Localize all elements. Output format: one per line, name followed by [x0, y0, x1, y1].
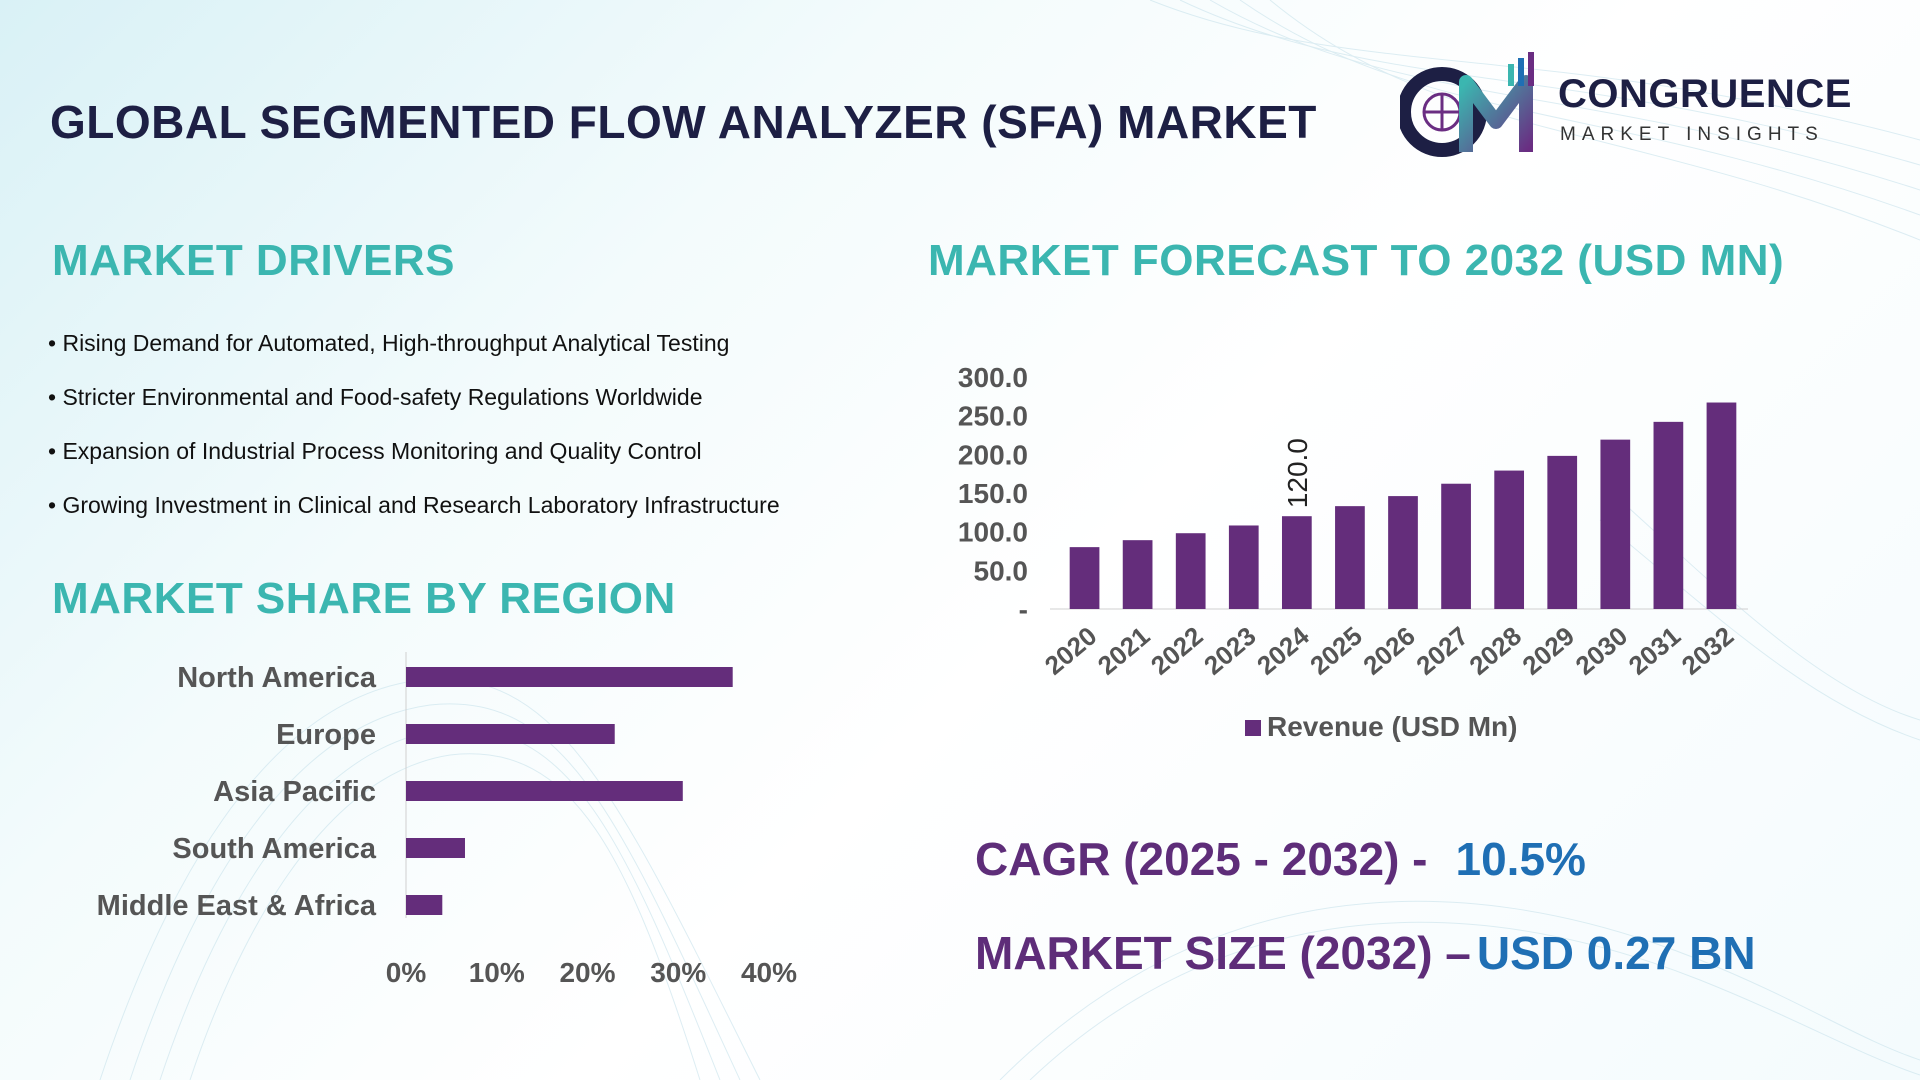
- driver-item: Expansion of Industrial Process Monitori…: [48, 438, 780, 464]
- x-tick-label: 2020: [1039, 621, 1103, 681]
- category-label: Asia Pacific: [213, 776, 376, 808]
- x-tick-label: 2028: [1463, 621, 1527, 681]
- y-tick-label: 100.0: [958, 517, 1028, 548]
- x-tick-label: 40%: [741, 957, 797, 988]
- data-label: 120.0: [1282, 438, 1313, 508]
- page-title: GLOBAL SEGMENTED FLOW ANALYZER (SFA) MAR…: [50, 96, 1317, 148]
- driver-item: Growing Investment in Clinical and Resea…: [48, 492, 779, 518]
- x-tick-label: 0%: [386, 957, 427, 988]
- cagr-label: CAGR (2025 - 2032) -: [975, 833, 1428, 885]
- x-tick-label: 2025: [1304, 621, 1368, 681]
- driver-item: Stricter Environmental and Food-safety R…: [48, 384, 780, 410]
- x-tick-label: 2023: [1198, 621, 1262, 681]
- x-tick-label: 2032: [1676, 621, 1740, 681]
- cagr-value: 10.5%: [1455, 833, 1586, 885]
- market-size-label: MARKET SIZE (2032) –: [975, 927, 1471, 979]
- logo-subtitle: MARKET INSIGHTS: [1560, 124, 1824, 145]
- bar: [1175, 533, 1206, 609]
- logo-name: CONGRUENCE: [1558, 72, 1852, 116]
- market-size-stat: MARKET SIZE (2032) – USD 0.27 BN: [975, 926, 1756, 980]
- x-tick-label: 2027: [1410, 621, 1474, 681]
- y-tick-label: 50.0: [974, 555, 1029, 586]
- category-label: North America: [177, 662, 377, 694]
- bar: [1069, 547, 1100, 609]
- x-tick-label: 20%: [559, 957, 615, 988]
- cagr-stat: CAGR (2025 - 2032) - 10.5%: [975, 832, 1586, 886]
- x-tick-label: 2031: [1623, 621, 1687, 681]
- y-tick-label: 250.0: [958, 401, 1028, 432]
- bar: [1600, 439, 1631, 609]
- market-size-value: USD 0.27 BN: [1476, 927, 1756, 979]
- bar: [1441, 483, 1471, 609]
- y-tick-label: 200.0: [958, 439, 1028, 470]
- x-tick-label: 2030: [1570, 621, 1634, 681]
- company-logo: CM CONGRUENCE MARKET INSIGHTS: [1400, 52, 1880, 162]
- category-label: Europe: [276, 719, 376, 751]
- drivers-title: MARKET DRIVERS: [52, 236, 456, 285]
- bar: [1547, 455, 1578, 609]
- bar: [1706, 402, 1737, 609]
- bar: [1494, 470, 1525, 609]
- region-bar-chart: North America Europe Asia Pacific South Ame…: [97, 652, 797, 988]
- category-label: South America: [172, 833, 376, 865]
- y-tick-label: -: [1019, 594, 1028, 625]
- y-tick-label: 300.0: [958, 362, 1028, 393]
- bar: [406, 667, 733, 687]
- forecast-bar-chart: -50.0100.0150.0200.0250.0300.02020202120…: [958, 362, 1748, 742]
- bar: [1335, 506, 1365, 609]
- bar: [1653, 421, 1684, 609]
- x-tick-label: 2021: [1092, 621, 1156, 681]
- y-tick-label: 150.0: [958, 478, 1028, 509]
- x-tick-label: 2026: [1357, 621, 1421, 681]
- x-tick-label: 2024: [1251, 620, 1315, 681]
- region-title: MARKET SHARE BY REGION: [52, 574, 676, 623]
- logo-mark-icon: CM: [1400, 52, 1534, 157]
- x-tick-label: 30%: [650, 957, 706, 988]
- bar: [1228, 525, 1259, 609]
- drivers-list: Rising Demand for Automated, High-throug…: [48, 330, 780, 546]
- x-tick-label: 2022: [1145, 621, 1209, 681]
- bar: [1388, 496, 1418, 609]
- x-tick-label: 10%: [469, 957, 525, 988]
- driver-item: Rising Demand for Automated, High-throug…: [48, 330, 780, 356]
- logo-mark-letters: CM: [1400, 52, 1402, 53]
- bar: [406, 724, 615, 744]
- bar: [406, 781, 683, 801]
- category-label: Middle East & Africa: [97, 890, 377, 922]
- bar: [406, 895, 443, 915]
- legend-label: Revenue (USD Mn): [1267, 711, 1517, 742]
- forecast-title: MARKET FORECAST TO 2032 (USD MN): [928, 236, 1785, 285]
- bar: [1122, 540, 1153, 609]
- bar: [1281, 516, 1312, 609]
- bar: [406, 838, 465, 858]
- x-tick-label: 2029: [1516, 621, 1580, 681]
- legend-swatch: [1245, 720, 1261, 736]
